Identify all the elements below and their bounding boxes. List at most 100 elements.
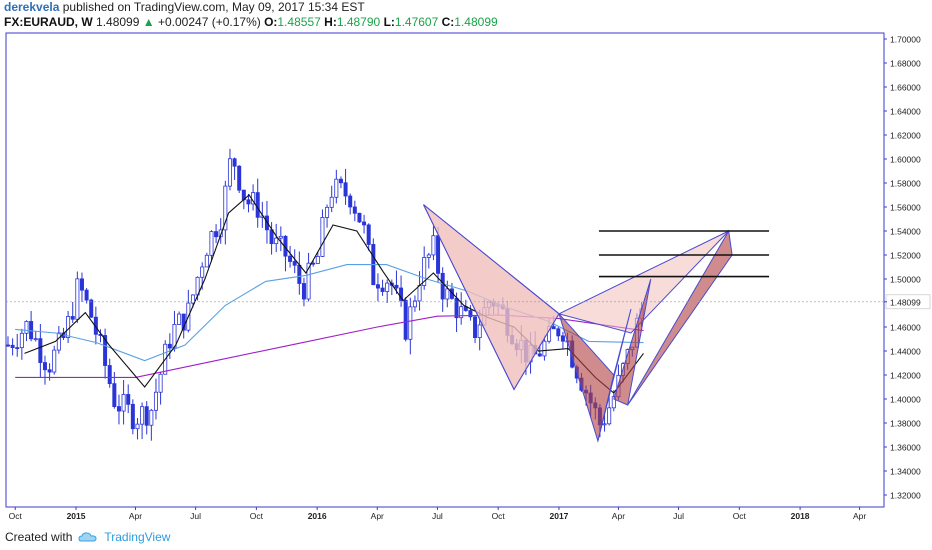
low-value: 1.47607 xyxy=(394,15,439,29)
y-tick-label: 1.46000 xyxy=(890,323,921,333)
x-tick-label: Apr xyxy=(129,511,142,521)
candle-body xyxy=(292,261,297,266)
candle-body xyxy=(338,178,343,184)
candle-body xyxy=(66,316,71,338)
plot-frame xyxy=(5,32,885,508)
candle-body xyxy=(89,299,94,318)
x-tick-label: Oct xyxy=(9,511,23,521)
candle-body xyxy=(380,287,385,292)
x-tick-label: Apr xyxy=(371,511,384,521)
last-price: 1.48099 xyxy=(96,15,140,29)
pattern-triangle-dark xyxy=(597,308,632,442)
x-tick-label: Apr xyxy=(612,511,625,521)
candle-body xyxy=(440,272,445,300)
y-tick-label: 1.58000 xyxy=(890,179,921,189)
candle-body xyxy=(103,335,108,366)
y-tick-label: 1.70000 xyxy=(890,35,921,45)
candle-body xyxy=(334,178,339,198)
candle-body xyxy=(10,344,15,349)
x-tick-label: Oct xyxy=(492,511,506,521)
high-value: 1.48790 xyxy=(336,15,381,29)
candle-body xyxy=(218,229,223,238)
candle-body xyxy=(47,369,52,373)
candles-group xyxy=(5,148,644,441)
candle-body xyxy=(357,212,362,223)
price-change: +0.00247 (+0.17%) xyxy=(157,15,261,29)
candle-body xyxy=(42,362,47,371)
candle-body xyxy=(348,195,353,208)
author-name[interactable]: derekvela xyxy=(4,0,60,14)
candle-body xyxy=(38,338,43,363)
candle-body xyxy=(15,347,20,350)
candle-body xyxy=(177,313,182,325)
x-tick-label: Oct xyxy=(733,511,747,521)
candle-body xyxy=(274,237,279,245)
candle-body xyxy=(403,300,408,340)
candle-body xyxy=(542,340,547,357)
tradingview-brand[interactable]: TradingView xyxy=(104,530,171,544)
y-tick-label: 1.32000 xyxy=(890,491,921,501)
candle-body xyxy=(204,254,209,268)
candle-body xyxy=(112,383,117,407)
candle-body xyxy=(33,338,38,341)
candle-body xyxy=(149,409,154,426)
x-tick-label: Jul xyxy=(432,511,443,521)
y-tick-label: 1.44000 xyxy=(890,347,921,357)
candle-body xyxy=(431,235,436,256)
x-tick-label: Apr xyxy=(853,511,866,521)
candle-body xyxy=(126,394,131,405)
footer-branding: Created with TradingView xyxy=(5,528,170,546)
y-tick-label: 1.52000 xyxy=(890,251,921,261)
candle-body xyxy=(19,332,24,349)
candle-body xyxy=(158,373,163,393)
candle-body xyxy=(556,328,561,337)
candle-body xyxy=(607,407,612,425)
candle-body xyxy=(343,182,348,197)
candle-body xyxy=(172,324,177,349)
candle-body xyxy=(29,321,34,340)
candle-body xyxy=(445,288,450,300)
candle-body xyxy=(329,196,334,208)
candle-body xyxy=(459,306,464,319)
candle-body xyxy=(611,396,616,409)
candle-body xyxy=(560,335,565,342)
candle-body xyxy=(237,165,242,191)
pattern-triangle-dark xyxy=(613,278,652,406)
candle-body xyxy=(468,310,473,318)
y-tick-label: 1.40000 xyxy=(890,395,921,405)
candle-body xyxy=(311,262,316,265)
candle-body xyxy=(269,229,274,245)
candle-body xyxy=(227,158,232,187)
candle-body xyxy=(70,316,75,320)
x-tick-label: Jul xyxy=(673,511,684,521)
symbol-label[interactable]: FX:EURAUD, W xyxy=(4,15,93,29)
tradingview-cloud-icon xyxy=(78,532,97,542)
ma-fast-line xyxy=(24,194,644,394)
candle-body xyxy=(130,403,135,430)
candle-body xyxy=(209,231,214,256)
candle-body xyxy=(5,344,10,347)
candle-body xyxy=(412,300,417,308)
pattern-triangle-dark xyxy=(558,313,615,443)
candle-body xyxy=(301,283,306,300)
candle-body xyxy=(422,257,427,286)
candle-body xyxy=(399,287,404,301)
candle-body xyxy=(362,221,367,226)
publish-line: derekvela published on TradingView.com, … xyxy=(4,0,924,15)
candle-body xyxy=(200,266,205,278)
candle-body xyxy=(223,185,228,231)
candle-body xyxy=(394,284,399,289)
chart-header: derekvela published on TradingView.com, … xyxy=(4,0,924,32)
low-label: L: xyxy=(383,15,395,29)
y-tick-label: 1.38000 xyxy=(890,419,921,429)
candle-body xyxy=(246,199,251,205)
candle-body xyxy=(385,282,390,292)
candle-body xyxy=(140,406,145,425)
y-tick-label: 1.66000 xyxy=(890,83,921,93)
candle-body xyxy=(84,289,89,301)
candle-body xyxy=(325,206,330,218)
y-tick-label: 1.34000 xyxy=(890,467,921,477)
candle-body xyxy=(153,391,158,411)
change-up-icon: ▲ xyxy=(142,15,155,29)
